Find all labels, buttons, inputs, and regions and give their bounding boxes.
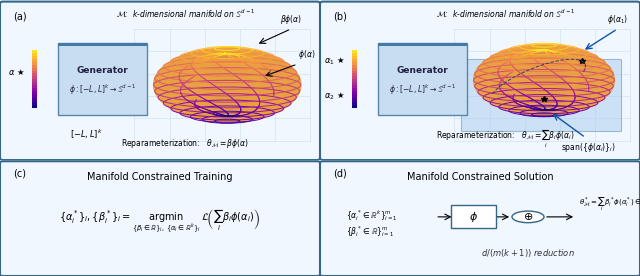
- Text: Reparameterization:   $\theta_{\mathcal{M}} = \beta\phi(\alpha)$: Reparameterization: $\theta_{\mathcal{M}…: [122, 137, 250, 150]
- Bar: [352, 99, 357, 102]
- Text: Reparameterization:   $\theta_{\mathcal{M}} = \sum_i \beta_i \phi(\alpha_i)$: Reparameterization: $\theta_{\mathcal{M}…: [436, 128, 575, 150]
- Text: Manifold Constrained Training: Manifold Constrained Training: [87, 172, 233, 182]
- Text: $\phi(\alpha)$: $\phi(\alpha)$: [298, 48, 315, 61]
- Text: (c): (c): [13, 168, 26, 178]
- Bar: [352, 62, 357, 65]
- Text: $\alpha_2$ ★: $\alpha_2$ ★: [324, 90, 346, 102]
- Bar: [352, 65, 357, 68]
- Bar: [32, 97, 36, 99]
- Bar: [32, 79, 36, 82]
- FancyBboxPatch shape: [58, 43, 147, 46]
- Bar: [32, 102, 36, 105]
- Bar: [32, 65, 36, 68]
- Bar: [352, 82, 357, 85]
- Bar: [32, 53, 36, 56]
- Circle shape: [154, 48, 301, 122]
- Bar: [352, 68, 357, 71]
- Text: Manifold Constrained Solution: Manifold Constrained Solution: [406, 172, 554, 182]
- FancyBboxPatch shape: [461, 59, 621, 131]
- FancyBboxPatch shape: [0, 161, 320, 276]
- Bar: [352, 76, 357, 79]
- Text: $\phi(\alpha_1)$: $\phi(\alpha_1)$: [607, 13, 628, 26]
- FancyBboxPatch shape: [58, 43, 147, 115]
- Text: $\alpha$ ★: $\alpha$ ★: [8, 68, 26, 76]
- Text: $\phi$: $\phi$: [469, 210, 478, 224]
- FancyBboxPatch shape: [320, 2, 640, 160]
- Text: $\beta\phi(\alpha)$: $\beta\phi(\alpha)$: [280, 13, 302, 26]
- Bar: [32, 85, 36, 88]
- Text: $\phi: [-L, L]^k \rightarrow \mathbb{S}^{d-1}$: $\phi: [-L, L]^k \rightarrow \mathbb{S}^…: [68, 83, 136, 97]
- Text: (a): (a): [13, 11, 26, 21]
- Bar: [352, 94, 357, 97]
- Circle shape: [474, 45, 614, 115]
- Text: $\mathrm{span}(\{\phi(\alpha_i)\}_i)$: $\mathrm{span}(\{\phi(\alpha_i)\}_i)$: [561, 141, 616, 154]
- Circle shape: [512, 211, 544, 223]
- Bar: [352, 71, 357, 73]
- Bar: [352, 53, 357, 56]
- Bar: [32, 51, 36, 53]
- Bar: [352, 59, 357, 62]
- FancyBboxPatch shape: [378, 43, 467, 115]
- Text: $\mathcal{M}$:  $k$-dimensional manifold on $\mathbb{S}^{d-1}$: $\mathcal{M}$: $k$-dimensional manifold …: [116, 8, 255, 20]
- Text: (d): (d): [333, 168, 346, 178]
- Bar: [352, 102, 357, 105]
- Bar: [352, 91, 357, 94]
- FancyBboxPatch shape: [451, 205, 496, 229]
- Bar: [32, 94, 36, 97]
- Bar: [32, 62, 36, 65]
- Text: $\phi: [-L, L]^k \rightarrow \mathbb{S}^{d-1}$: $\phi: [-L, L]^k \rightarrow \mathbb{S}^…: [388, 83, 456, 97]
- Bar: [352, 51, 357, 53]
- FancyBboxPatch shape: [320, 161, 640, 276]
- Text: $\alpha_1$ ★: $\alpha_1$ ★: [324, 55, 346, 67]
- Bar: [32, 56, 36, 59]
- Text: $\{\beta_i^* \in \mathbb{R}\}_{i=1}^m$: $\{\beta_i^* \in \mathbb{R}\}_{i=1}^m$: [346, 224, 394, 239]
- Bar: [32, 88, 36, 91]
- Text: $\{\alpha_i^*\}_i, \{\beta_i^*\}_i = \underset{\{\beta_i \in \mathbb{R}\}_i,\, \: $\{\alpha_i^*\}_i, \{\beta_i^*\}_i = \un…: [60, 208, 260, 235]
- Text: $\oplus$: $\oplus$: [523, 211, 533, 222]
- Bar: [352, 56, 357, 59]
- FancyBboxPatch shape: [0, 2, 320, 160]
- Bar: [32, 82, 36, 85]
- Bar: [32, 91, 36, 94]
- Text: $\theta^*_{\mathcal{M}} = \sum_i \beta_i^* \phi(\alpha_i^*) \in \mathbb{R}^d$: $\theta^*_{\mathcal{M}} = \sum_i \beta_i…: [579, 195, 640, 213]
- Text: Generator: Generator: [397, 66, 448, 75]
- Bar: [352, 79, 357, 82]
- Bar: [32, 73, 36, 76]
- Text: $\{\alpha_i^*\in\mathbb{R}^k\}_{i=1}^m$: $\{\alpha_i^*\in\mathbb{R}^k\}_{i=1}^m$: [346, 208, 397, 223]
- Text: (b): (b): [333, 11, 347, 21]
- Text: $\mathcal{M}$:  $k$-dimensional manifold on $\mathbb{S}^{d-1}$: $\mathcal{M}$: $k$-dimensional manifold …: [436, 8, 575, 20]
- Bar: [32, 105, 36, 108]
- Bar: [352, 105, 357, 108]
- Bar: [352, 73, 357, 76]
- Bar: [32, 68, 36, 71]
- Bar: [352, 97, 357, 99]
- Text: $d/(m(k+1))$ reduction: $d/(m(k+1))$ reduction: [481, 247, 575, 259]
- FancyBboxPatch shape: [378, 43, 467, 46]
- Bar: [352, 88, 357, 91]
- Bar: [32, 71, 36, 73]
- Text: $[-L, L]^k$: $[-L, L]^k$: [70, 128, 103, 142]
- Bar: [32, 59, 36, 62]
- Bar: [32, 76, 36, 79]
- Text: Generator: Generator: [77, 66, 128, 75]
- Bar: [32, 99, 36, 102]
- Bar: [352, 85, 357, 88]
